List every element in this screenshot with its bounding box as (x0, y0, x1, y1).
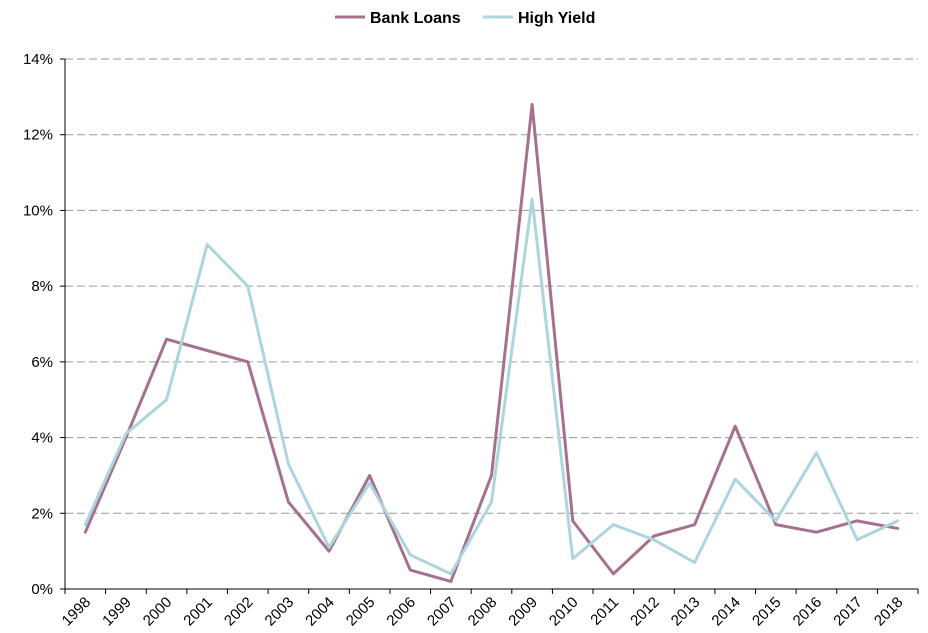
y-tick-label: 2% (31, 505, 53, 522)
x-tick-label: 2003 (262, 594, 298, 630)
gridlines (65, 58, 918, 514)
x-tick-label: 2011 (587, 594, 622, 629)
legend-label-bank-loans: Bank Loans (370, 10, 461, 27)
y-tick-label: 12% (23, 127, 53, 144)
x-tick-label: 2004 (302, 594, 338, 630)
legend-item-bank-loans: Bank Loans (335, 10, 461, 27)
legend-item-high-yield: High Yield (483, 10, 595, 27)
x-tick-label: 2006 (383, 594, 419, 630)
axes (60, 58, 919, 594)
x-tick-label: 2013 (668, 594, 704, 630)
y-tick-label: 8% (31, 278, 53, 295)
x-tick-label: 2001 (180, 594, 216, 630)
y-tick-label: 4% (31, 430, 53, 447)
x-tick-label: 2012 (627, 594, 663, 630)
x-tick-label: 2007 (424, 594, 460, 630)
x-tick-label: 2015 (749, 594, 785, 630)
series-line-high-yield (83, 197, 900, 576)
series-line-bank-loans (83, 102, 900, 583)
x-tick-label: 2016 (790, 594, 826, 630)
x-tick-label: 2010 (546, 594, 582, 630)
x-tick-label: 2009 (505, 594, 541, 630)
series-lines (83, 102, 900, 583)
x-tick-label: 1998 (59, 594, 95, 630)
legend: Bank Loans High Yield (335, 10, 595, 27)
x-tick-label: 1999 (99, 594, 135, 630)
y-tick-label: 6% (31, 354, 53, 371)
x-tick-label: 2017 (830, 594, 866, 630)
x-tick-label: 2008 (465, 594, 501, 630)
legend-label-high-yield: High Yield (518, 10, 595, 27)
x-tick-label: 2014 (708, 594, 744, 630)
x-tick-label: 2002 (221, 594, 257, 630)
x-tick-label: 2018 (871, 594, 907, 630)
x-axis-tick-labels: 1998 1999 2000 2001 2002 2003 2004 2005 2006 2007… (59, 594, 907, 630)
y-tick-label: 10% (23, 202, 53, 219)
x-tick-label: 2005 (343, 594, 379, 630)
y-axis-tick-labels: 0% 2% 4% 6% 8% 10% 12% 14% (23, 51, 53, 598)
y-tick-label: 14% (23, 51, 53, 68)
y-tick-label: 0% (31, 581, 53, 598)
x-tick-label: 2000 (140, 594, 176, 630)
